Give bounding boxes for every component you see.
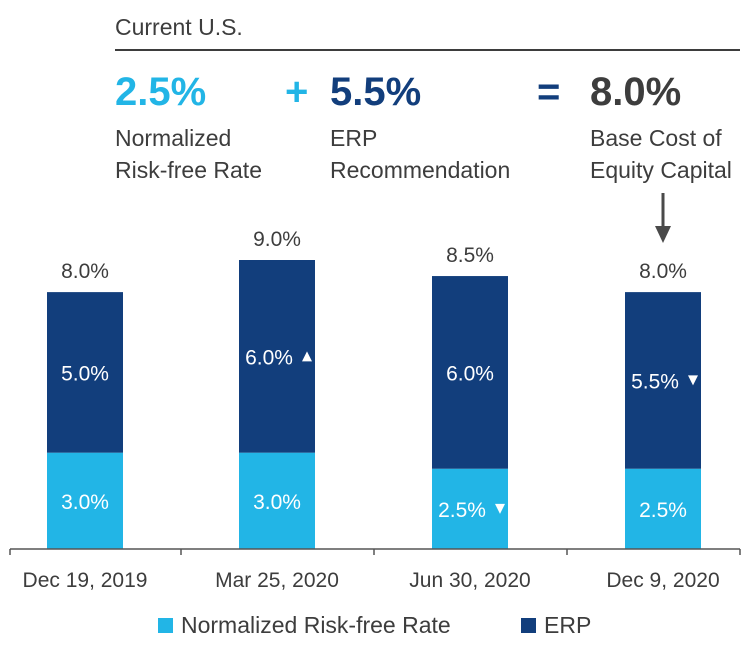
risk-free-desc-line2: Risk-free Rate <box>115 157 262 183</box>
bar-erp-1 <box>239 260 315 453</box>
bar-label-risk-free-0: 3.0% <box>61 491 109 514</box>
x-tick-label-0: Dec 19, 2019 <box>23 569 148 592</box>
down-triangle-icon <box>688 375 698 386</box>
cost-of-equity-value: 8.0% <box>590 70 682 114</box>
up-triangle-icon <box>302 351 312 362</box>
bar-label-risk-free-1: 3.0% <box>253 491 301 514</box>
x-tick-label-1: Mar 25, 2020 <box>215 569 339 592</box>
erp-value: 5.5% <box>330 70 422 114</box>
risk-free-value: 2.5% <box>115 70 207 114</box>
down-arrow-icon <box>655 226 671 243</box>
bar-label-erp-0: 5.0% <box>61 362 109 385</box>
risk-free-desc-line1: Normalized <box>115 125 232 151</box>
bar-label-erp-2: 6.0% <box>446 362 494 385</box>
legend-item-erp: ERP <box>521 612 591 639</box>
erp-desc-line2: Recommendation <box>330 157 511 183</box>
legend-label-risk-free: Normalized Risk-free Rate <box>181 612 451 638</box>
legend-item-risk-free: Normalized Risk-free Rate <box>158 612 451 639</box>
bar-label-risk-free-2: 2.5% <box>438 499 486 522</box>
bar-risk-free-0 <box>47 452 123 549</box>
bar-erp-3 <box>625 292 701 469</box>
header-title: Current U.S. <box>115 14 243 40</box>
bar-label-erp-1: 6.0% <box>245 346 293 369</box>
plus-sign: + <box>285 70 309 114</box>
bar-total-label-1: 9.0% <box>253 228 301 251</box>
cost-of-equity-description: Base Cost of Equity Capital <box>590 122 732 186</box>
bar-risk-free-2 <box>432 468 508 549</box>
bar-total-label-2: 8.5% <box>446 244 494 267</box>
erp-desc-line1: ERP <box>330 125 378 151</box>
legend-swatch-erp <box>521 618 536 633</box>
bar-total-label-0: 8.0% <box>61 260 109 283</box>
legend-swatch-risk-free <box>158 618 173 633</box>
x-tick-label-2: Jun 30, 2020 <box>409 569 530 592</box>
down-triangle-icon <box>495 503 505 514</box>
equals-sign: = <box>537 70 561 114</box>
legend-label-erp: ERP <box>544 612 592 638</box>
header-divider <box>115 49 740 51</box>
bar-erp-2 <box>432 276 508 469</box>
bar-risk-free-3 <box>625 468 701 549</box>
coe-desc-line2: Equity Capital <box>590 157 732 183</box>
coe-desc-line1: Base Cost of <box>590 125 722 151</box>
bar-erp-0 <box>47 292 123 453</box>
bar-total-label-3: 8.0% <box>639 260 687 283</box>
risk-free-description: Normalized Risk-free Rate <box>115 122 262 186</box>
bar-label-risk-free-3: 2.5% <box>639 499 687 522</box>
erp-description: ERP Recommendation <box>330 122 510 186</box>
x-tick-label-3: Dec 9, 2020 <box>606 569 719 592</box>
bar-risk-free-1 <box>239 452 315 549</box>
bar-label-erp-3: 5.5% <box>631 370 679 393</box>
